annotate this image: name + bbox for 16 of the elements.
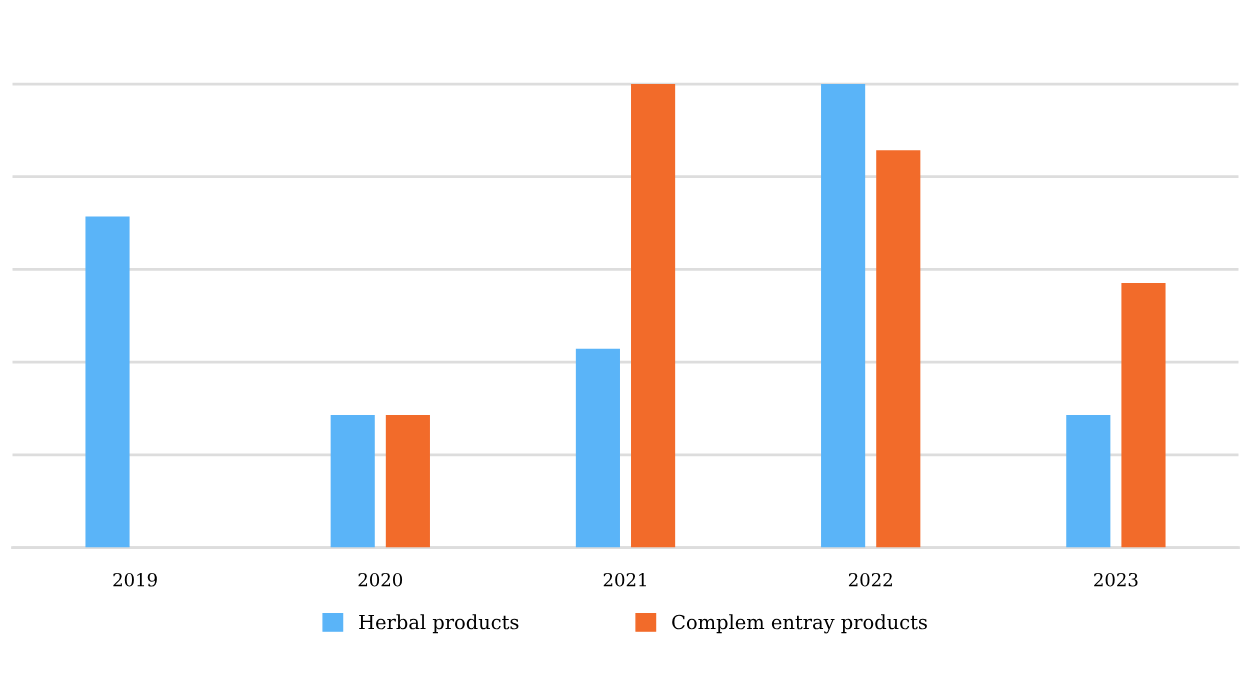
x-tick-label: 2019 xyxy=(113,572,157,587)
x-tick-label: 2023 xyxy=(1094,572,1138,587)
legend-label: Complem entray products xyxy=(672,614,927,634)
bar xyxy=(876,150,921,548)
legend-label: Herbal products xyxy=(359,614,519,634)
bar xyxy=(85,216,130,548)
x-tick-label: 2020 xyxy=(358,572,403,587)
bar xyxy=(385,414,430,548)
bar xyxy=(1121,282,1166,548)
bar xyxy=(821,84,866,548)
bar xyxy=(1066,414,1111,548)
bar xyxy=(631,84,676,548)
bar xyxy=(330,414,375,548)
x-tick-label: 2022 xyxy=(848,572,892,587)
x-tick-label: 2021 xyxy=(603,572,646,587)
bar xyxy=(575,348,620,548)
